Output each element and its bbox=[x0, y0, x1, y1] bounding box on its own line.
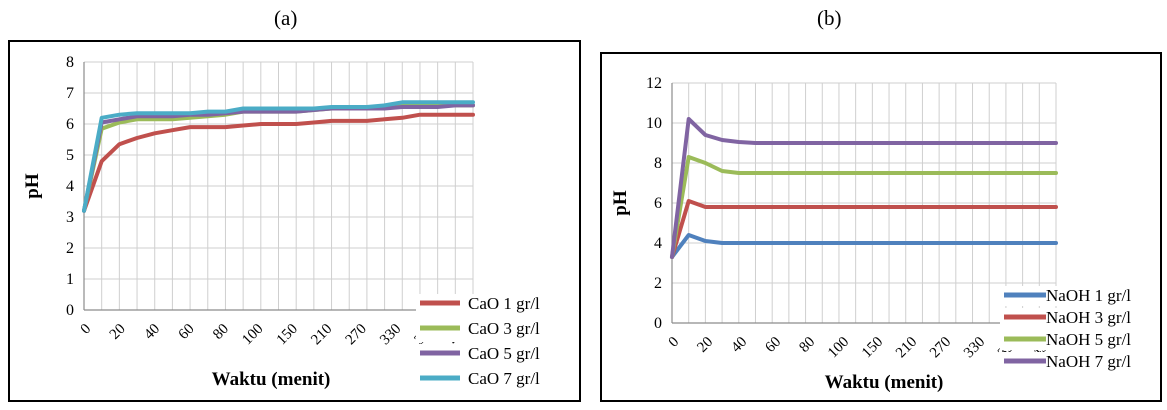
y-tick-label: 8 bbox=[66, 54, 74, 71]
y-tick-label: 0 bbox=[66, 302, 74, 319]
y-tick-label: 8 bbox=[654, 155, 662, 172]
y-tick-label: 3 bbox=[66, 209, 74, 226]
legend-label: CaO 5 gr/l bbox=[468, 344, 540, 363]
legend: CaO 1 gr/l CaO 3 gr/l CaO 5 gr/l CaO 7 gr/l bbox=[416, 294, 577, 392]
panel-label-a: (a) bbox=[274, 6, 298, 30]
series-line bbox=[670, 199, 1058, 259]
series-line bbox=[82, 100, 475, 213]
y-tick-label: 6 bbox=[66, 116, 74, 133]
series-line bbox=[82, 112, 475, 213]
legend-label: NaOH 3 gr/l bbox=[1046, 308, 1131, 327]
y-tick-label: 4 bbox=[66, 178, 74, 195]
y-tick-label: 7 bbox=[66, 85, 74, 102]
legend-entry-bg bbox=[416, 294, 577, 317]
y-tick-label: 1 bbox=[66, 271, 74, 288]
y-tick-label: 2 bbox=[66, 240, 74, 257]
legend: NaOH 1 gr/l NaOH 3 gr/l NaOH 5 gr/l NaOH 7 … bbox=[1000, 286, 1158, 372]
x-axis-title: Waktu (menit) bbox=[212, 369, 331, 390]
legend-label: NaOH 5 gr/l bbox=[1046, 330, 1131, 349]
legend-entry-bg bbox=[1000, 308, 1158, 328]
legend-label: NaOH 7 gr/l bbox=[1046, 352, 1131, 371]
y-tick-label: 12 bbox=[646, 75, 662, 92]
legend-entry-bg bbox=[1000, 286, 1158, 306]
series-line bbox=[82, 103, 475, 213]
legend-label: CaO 3 gr/l bbox=[468, 319, 540, 338]
legend-entry-bg bbox=[416, 344, 577, 367]
y-tick-label: 10 bbox=[646, 115, 662, 132]
chart-b: 024681012020406080100150210270330390450W… bbox=[600, 52, 1162, 402]
series-line bbox=[670, 117, 1058, 259]
chart-a: 012345678020406080100150210270330390450W… bbox=[8, 40, 581, 402]
y-axis-title: pH bbox=[610, 190, 631, 216]
legend-entry-bg bbox=[416, 319, 577, 342]
y-tick-label: 5 bbox=[66, 147, 74, 164]
y-tick-label: 4 bbox=[654, 235, 662, 252]
legend-entry-bg bbox=[1000, 330, 1158, 350]
x-axis-title: Waktu (menit) bbox=[825, 372, 944, 393]
y-axis-title: pH bbox=[22, 173, 43, 199]
legend-label: CaO 1 gr/l bbox=[468, 294, 540, 313]
series-line bbox=[670, 155, 1058, 259]
series-line bbox=[670, 233, 1058, 259]
legend-entry-bg bbox=[1000, 352, 1158, 372]
legend-entry-bg bbox=[416, 369, 577, 392]
y-tick-label: 2 bbox=[654, 275, 662, 292]
panel-label-b: (b) bbox=[817, 6, 842, 30]
legend-label: NaOH 1 gr/l bbox=[1046, 286, 1131, 305]
legend-label: CaO 7 gr/l bbox=[468, 369, 540, 388]
y-tick-label: 6 bbox=[654, 195, 662, 212]
y-tick-label: 0 bbox=[654, 315, 662, 332]
